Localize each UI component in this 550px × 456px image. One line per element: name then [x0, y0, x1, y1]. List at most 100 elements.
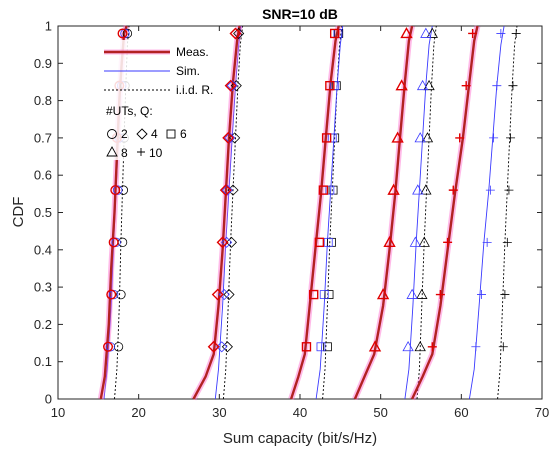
meas-marker-uts-6	[301, 342, 312, 352]
iid-marker-uts-8	[418, 236, 430, 247]
iid-marker-uts-10	[511, 28, 521, 38]
sim-marker-uts-8	[406, 288, 418, 299]
meas-marker-uts-2	[106, 289, 117, 300]
sim-marker-uts-6	[330, 81, 340, 91]
iid-marker-uts-8	[416, 288, 428, 299]
sim-marker-uts-6	[323, 237, 333, 247]
meas-line-uts-4	[192, 25, 241, 400]
meas-marker-uts-6	[314, 237, 325, 248]
meas-marker-uts-10	[427, 342, 437, 352]
meas-marker-uts-8	[391, 131, 404, 143]
sim-marker-uts-4	[221, 184, 233, 196]
meas-marker-uts-10	[435, 290, 445, 300]
legend-marker-title: #UTs, Q:	[106, 104, 153, 118]
sim-marker-uts-8	[414, 132, 426, 143]
iid-marker-uts-4	[225, 236, 237, 248]
legend-marker-label-6: 6	[180, 127, 187, 141]
meas-marker-uts-2	[108, 237, 119, 248]
sim-marker-uts-10	[496, 28, 506, 38]
sim-marker-uts-6	[319, 290, 329, 299]
y-tick-label: 0.8	[34, 93, 52, 108]
meas-marker-uts-10	[461, 81, 471, 91]
meas-marker-uts-4	[211, 288, 224, 301]
iid-marker-uts-4	[230, 80, 242, 92]
x-axis-title: Sum capacity (bit/s/Hz)	[223, 430, 377, 447]
chart-title: SNR=10 dB	[262, 6, 338, 22]
meas-marker-uts-8	[383, 235, 396, 248]
meas-line-uts-10	[411, 25, 479, 400]
sim-marker-uts-10	[489, 133, 499, 143]
iid-marker-uts-10	[506, 133, 516, 143]
legend-label-iid: i.i.d. R.	[176, 83, 213, 97]
iid-marker-uts-2	[116, 289, 126, 300]
sim-marker-uts-8	[402, 340, 414, 352]
iid-marker-uts-2	[113, 342, 124, 352]
y-tick-label: 0.1	[34, 354, 52, 369]
meas-marker-uts-8	[387, 183, 400, 195]
sim-marker-uts-10	[485, 185, 495, 195]
iid-marker-uts-8	[414, 340, 426, 352]
iid-marker-uts-6	[323, 342, 332, 352]
sim-marker-uts-4	[226, 80, 238, 92]
y-tick-label: 0.9	[34, 56, 52, 71]
x-tick-label: 70	[535, 405, 549, 420]
legend-box	[100, 40, 216, 160]
x-tick-label: 10	[51, 405, 65, 420]
y-tick-label: 1	[45, 19, 52, 34]
iid-marker-uts-10	[500, 290, 510, 300]
iid-marker-uts-8	[423, 79, 435, 91]
x-tick-label: 30	[212, 405, 226, 420]
sim-marker-uts-10	[471, 342, 481, 352]
y-axis-title: CDF	[10, 197, 27, 228]
x-tick-label: 60	[454, 405, 468, 420]
iid-marker-uts-4	[233, 27, 245, 40]
sim-marker-uts-8	[409, 236, 422, 247]
legend-square-marker	[166, 129, 176, 139]
x-axis: 10 20 30 40 50 60 70	[51, 26, 549, 420]
iid-marker-uts-8	[420, 184, 432, 195]
sim-marker-uts-4	[216, 341, 228, 353]
meas-marker-uts-10	[455, 133, 465, 143]
meas-line-uts-8	[353, 25, 414, 400]
iid-line-uts-8	[416, 25, 437, 400]
sim-line-uts-8	[404, 25, 433, 400]
iid-marker-uts-10	[498, 342, 508, 352]
sim-marker-uts-10	[477, 290, 486, 300]
sim-marker-uts-4	[224, 132, 236, 144]
sim-marker-uts-4	[221, 236, 233, 248]
sim-marker-uts-6	[325, 185, 335, 195]
meas-marker-uts-10	[468, 28, 478, 38]
legend-label-sim: Sim.	[176, 64, 200, 78]
legend: Meas. Sim. i.i.d. R. #UTs, Q: 2 4 6 8 10	[100, 40, 216, 160]
meas-marker-uts-6	[318, 185, 329, 195]
meas-marker-uts-8	[368, 340, 382, 352]
y-tick-label: 0.3	[34, 280, 52, 295]
x-tick-label: 20	[131, 405, 145, 420]
meas-marker-uts-6	[325, 80, 335, 91]
iid-line-uts-6	[322, 25, 343, 400]
iid-marker-uts-4	[221, 341, 233, 353]
iid-marker-uts-10	[508, 81, 518, 91]
marker-layer	[103, 27, 521, 353]
legend-marker-label-10: 10	[149, 146, 163, 160]
meas-marker-uts-6	[329, 28, 340, 39]
meas-marker-uts-6	[309, 289, 319, 300]
legend-marker-label-2: 2	[121, 127, 128, 141]
meas-marker-uts-4	[229, 27, 242, 40]
y-tick-label: 0.7	[34, 130, 52, 145]
iid-marker-uts-8	[426, 27, 438, 38]
meas-marker-uts-4	[219, 184, 232, 197]
x-tick-label: 50	[373, 405, 387, 420]
legend-diamond-marker	[136, 128, 148, 140]
iid-marker-uts-2	[122, 28, 133, 39]
y-tick-label: 0.4	[34, 242, 52, 257]
sim-marker-uts-6	[327, 133, 337, 143]
y-tick-label: 0	[45, 392, 52, 407]
iid-marker-uts-10	[502, 237, 512, 247]
legend-circle-marker	[107, 129, 117, 139]
y-tick-label: 0.2	[34, 317, 52, 332]
meas-marker-uts-2	[117, 28, 128, 39]
iid-marker-uts-10	[504, 185, 514, 195]
sim-marker-uts-8	[420, 27, 432, 38]
